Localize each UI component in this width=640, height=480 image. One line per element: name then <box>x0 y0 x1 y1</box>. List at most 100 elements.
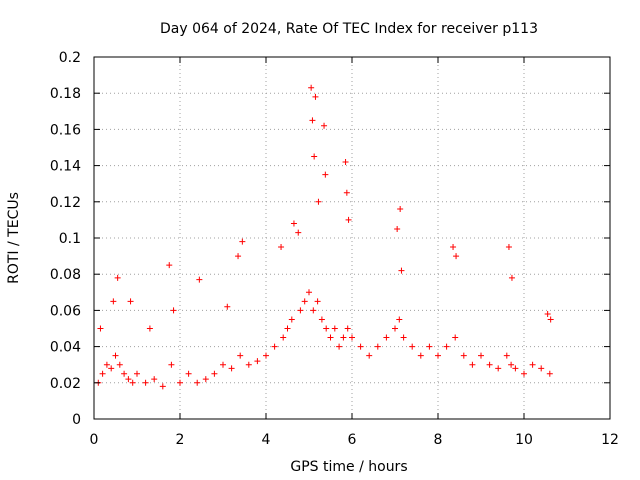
data-point <box>321 122 328 129</box>
data-point <box>417 352 424 359</box>
data-points <box>95 84 554 390</box>
data-point <box>340 334 347 341</box>
data-point <box>301 298 308 305</box>
y-tick-label: 0.04 <box>50 340 81 356</box>
data-point <box>194 379 201 386</box>
data-point <box>278 244 285 251</box>
data-point <box>224 303 231 310</box>
x-tick-label: 0 <box>90 432 99 448</box>
data-point <box>114 274 121 281</box>
data-point <box>220 361 226 368</box>
y-tick-label: 0 <box>72 412 81 428</box>
data-point <box>327 334 334 341</box>
y-tick-label: 0.16 <box>50 122 81 138</box>
data-point <box>344 325 351 332</box>
data-point <box>544 311 551 318</box>
data-point <box>127 298 134 305</box>
plot-frame <box>93 56 611 420</box>
data-point <box>97 325 104 332</box>
data-point <box>374 343 381 350</box>
data-point <box>538 365 545 372</box>
data-point <box>125 376 132 383</box>
data-point <box>284 325 291 332</box>
data-point <box>450 244 457 251</box>
data-point <box>394 225 401 232</box>
y-tick-label: 0.14 <box>50 159 81 175</box>
y-tick-label: 0.08 <box>50 267 81 283</box>
data-point <box>290 220 297 227</box>
data-point <box>168 361 175 368</box>
y-axis-label: ROTI / TECUs <box>6 192 22 284</box>
data-point <box>142 379 149 386</box>
data-point <box>508 361 515 368</box>
data-point <box>99 370 106 377</box>
data-point <box>312 93 319 100</box>
data-point <box>453 253 460 260</box>
data-point <box>170 307 177 314</box>
data-point <box>309 117 316 124</box>
data-point <box>508 274 515 281</box>
data-point <box>426 343 433 350</box>
data-point <box>345 216 352 223</box>
x-axis-label: GPS time / hours <box>290 459 407 475</box>
data-point <box>486 361 493 368</box>
data-point <box>263 352 269 359</box>
data-point <box>315 198 322 205</box>
x-tick-label: 4 <box>262 432 271 448</box>
chart-title: Day 064 of 2024, Rate Of TEC Index for r… <box>160 21 538 37</box>
data-point <box>521 370 527 377</box>
data-point <box>396 316 403 323</box>
data-point <box>134 370 140 377</box>
data-point <box>108 365 115 372</box>
data-point <box>211 370 218 377</box>
data-point <box>235 253 242 260</box>
data-point <box>547 316 554 323</box>
data-point <box>495 365 502 372</box>
data-point <box>331 325 338 332</box>
data-point <box>397 206 404 213</box>
data-point <box>311 153 318 160</box>
data-point <box>357 343 364 350</box>
data-point <box>323 325 330 332</box>
data-point <box>409 343 416 350</box>
data-point <box>443 343 450 350</box>
data-point <box>392 325 398 332</box>
data-point <box>245 361 252 368</box>
data-point <box>400 334 407 341</box>
y-tick-label: 0.12 <box>50 195 81 211</box>
data-point <box>185 370 192 377</box>
data-point <box>308 84 315 91</box>
data-point <box>505 244 512 251</box>
data-point <box>254 358 261 365</box>
data-point <box>318 316 325 323</box>
data-point <box>342 158 349 165</box>
data-point <box>166 262 173 269</box>
data-point <box>228 365 235 372</box>
grid-lines <box>94 57 610 419</box>
data-point <box>310 307 317 314</box>
y-tick-label: 0.06 <box>50 303 81 319</box>
data-point <box>478 352 484 359</box>
data-point <box>469 361 476 368</box>
y-tick-label: 0.02 <box>50 376 81 392</box>
data-point <box>366 352 373 359</box>
data-point <box>322 171 329 178</box>
data-point <box>529 361 536 368</box>
data-point <box>297 307 304 314</box>
data-point <box>237 352 244 359</box>
data-point <box>546 370 553 377</box>
y-tick-label: 0.1 <box>59 231 81 247</box>
data-point <box>116 361 123 368</box>
y-tick-label: 0.18 <box>50 86 81 102</box>
data-point <box>103 361 110 368</box>
x-tick-label: 10 <box>515 432 533 448</box>
data-point <box>435 352 441 359</box>
data-point <box>503 352 510 359</box>
data-point <box>202 376 209 383</box>
data-point <box>452 334 459 341</box>
data-point <box>295 229 302 236</box>
data-point <box>306 289 312 296</box>
data-point <box>151 376 158 383</box>
data-point <box>343 189 350 196</box>
